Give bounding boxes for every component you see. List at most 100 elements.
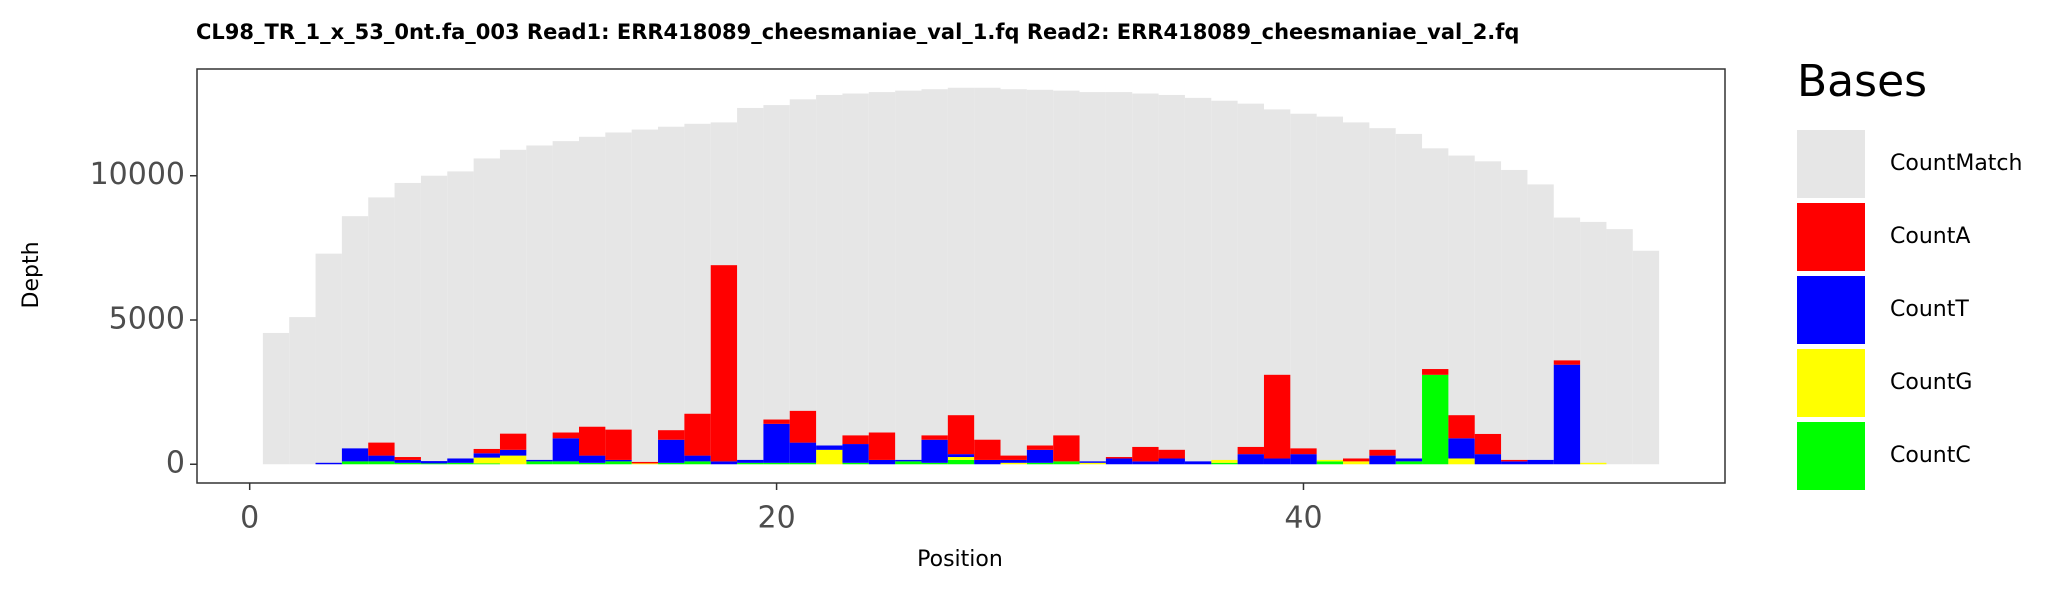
bar xyxy=(816,94,843,465)
bar xyxy=(1237,454,1264,465)
bar xyxy=(1132,461,1159,465)
bar xyxy=(1527,459,1554,465)
bar xyxy=(368,461,395,465)
bar xyxy=(394,459,421,463)
bar xyxy=(789,99,817,465)
bar xyxy=(1026,89,1054,465)
bar xyxy=(1632,250,1660,465)
bar xyxy=(895,461,922,465)
bar xyxy=(947,459,975,465)
bar xyxy=(1553,364,1581,465)
y-tick-label: 0 xyxy=(166,446,185,481)
bar xyxy=(1237,103,1264,465)
bar xyxy=(447,171,474,465)
bar xyxy=(921,89,948,465)
bar xyxy=(1158,94,1185,465)
bar xyxy=(1000,455,1027,460)
bar xyxy=(1474,161,1502,465)
legend-key xyxy=(1797,349,1865,417)
bar xyxy=(579,136,606,465)
bar xyxy=(1422,369,1449,375)
bar xyxy=(1343,461,1370,465)
bar xyxy=(684,461,711,465)
bar xyxy=(658,462,685,465)
bar xyxy=(1026,462,1054,465)
legend-key xyxy=(1797,130,1865,198)
bar xyxy=(499,433,527,450)
bar xyxy=(1132,93,1159,465)
bar xyxy=(1184,461,1212,465)
bar xyxy=(1158,458,1185,465)
bar xyxy=(1395,461,1423,465)
bar xyxy=(1474,433,1502,455)
bar xyxy=(974,459,1001,465)
bar xyxy=(447,462,474,465)
bar xyxy=(974,87,1001,465)
bar xyxy=(526,145,553,465)
bar xyxy=(579,426,606,456)
bar xyxy=(658,439,685,463)
bar xyxy=(763,419,790,424)
bar xyxy=(842,462,869,465)
bar xyxy=(1553,360,1581,365)
bar xyxy=(1079,461,1106,463)
bar xyxy=(684,413,711,456)
bar xyxy=(1132,446,1159,462)
bar xyxy=(1369,449,1396,456)
bar xyxy=(658,126,685,465)
bar xyxy=(1369,128,1396,465)
bar xyxy=(1580,462,1607,465)
bar xyxy=(737,462,764,465)
y-tick-label: 5000 xyxy=(109,301,185,336)
bar xyxy=(1606,229,1633,465)
bar xyxy=(368,455,395,462)
bar xyxy=(921,439,948,463)
bar xyxy=(1343,122,1370,465)
bar xyxy=(1422,374,1449,465)
bar xyxy=(341,461,369,465)
bar xyxy=(658,430,685,440)
x-tick-label: 0 xyxy=(240,501,259,536)
bar xyxy=(868,92,896,465)
legend-label: CountG xyxy=(1890,370,1972,395)
bar xyxy=(1211,100,1238,465)
bar xyxy=(1000,459,1027,463)
bar xyxy=(341,216,369,465)
bar xyxy=(842,435,869,445)
bar xyxy=(499,449,527,456)
bar xyxy=(605,461,632,465)
bar xyxy=(947,457,975,460)
bar xyxy=(763,423,790,463)
bar xyxy=(1580,221,1607,465)
bar xyxy=(473,463,500,465)
bar xyxy=(1448,415,1475,439)
bar xyxy=(842,444,869,463)
bar xyxy=(895,459,922,462)
legend-key xyxy=(1797,422,1865,490)
bar xyxy=(394,457,421,460)
bar xyxy=(947,415,975,455)
bar xyxy=(1395,133,1423,465)
bar xyxy=(552,461,579,465)
bar xyxy=(1263,458,1291,465)
bar xyxy=(394,182,421,465)
bar xyxy=(710,265,738,462)
bar xyxy=(368,197,395,465)
bar xyxy=(1079,92,1106,465)
bar xyxy=(605,429,632,460)
x-tick-label: 20 xyxy=(757,501,795,536)
bar xyxy=(631,463,659,465)
bar xyxy=(684,123,711,465)
bar xyxy=(1501,169,1528,465)
bar xyxy=(710,461,738,465)
bar xyxy=(1000,89,1027,465)
legend-key xyxy=(1797,203,1865,271)
bar xyxy=(1448,155,1475,465)
bar xyxy=(289,317,316,465)
bar xyxy=(1000,462,1027,465)
x-axis-label: Position xyxy=(917,547,1003,572)
bar xyxy=(579,455,606,463)
bar xyxy=(737,107,764,465)
bar xyxy=(1395,458,1423,462)
